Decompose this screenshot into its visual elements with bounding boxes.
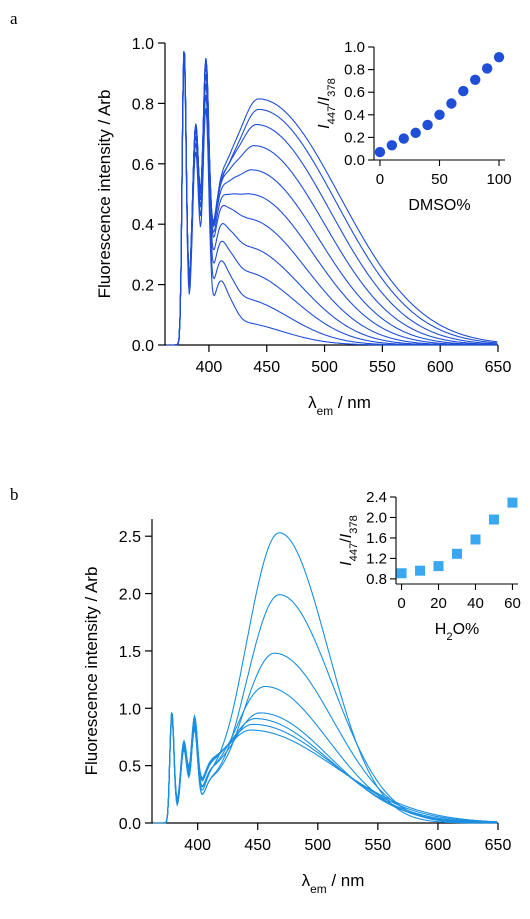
x-tick-label: 550 <box>369 359 396 376</box>
data-point <box>433 561 444 572</box>
x-tick-label: 550 <box>365 837 392 854</box>
series-line <box>166 52 498 346</box>
inset-x-tick-label: 50 <box>431 171 448 188</box>
data-point <box>481 63 493 74</box>
panel-label: b <box>10 485 19 504</box>
y-tick-label: 1.0 <box>132 36 154 53</box>
inset-x-tick-label: 60 <box>504 595 521 612</box>
y-tick-label: 0.0 <box>132 338 154 355</box>
y-tick-label: 0.8 <box>132 96 154 113</box>
x-tick-label: 500 <box>311 359 338 376</box>
inset-y-tick-label: 0.8 <box>344 62 365 79</box>
inset-y-tick-label: 0.4 <box>344 107 365 124</box>
x-tick-label: 450 <box>244 837 271 854</box>
y-axis-label: Fluorescence intensity / Arb <box>82 567 101 776</box>
y-tick-label: 2.5 <box>119 529 141 546</box>
series-line <box>153 532 498 824</box>
series-line <box>166 63 498 346</box>
series-line <box>166 53 498 346</box>
x-tick-label: 600 <box>425 837 452 854</box>
inset-y-tick-label: 2.4 <box>366 489 387 506</box>
inset-x-tick-label: 0 <box>397 595 405 612</box>
data-point <box>470 74 481 85</box>
series-line <box>166 51 498 346</box>
inset-x-tick-label: 20 <box>430 595 447 612</box>
data-point <box>415 565 426 576</box>
x-tick-label: 500 <box>304 837 331 854</box>
series-line <box>153 594 498 824</box>
y-tick-label: 1.0 <box>119 701 141 718</box>
y-tick-label: 1.5 <box>119 644 141 661</box>
inset-y-axis-label: I447/I378 <box>316 78 338 129</box>
data-point <box>410 127 421 139</box>
inset-x-axis-label: H2O% <box>435 621 479 643</box>
series-line <box>153 712 498 824</box>
data-point <box>422 119 433 131</box>
x-axis-label: λem / nm <box>308 393 371 418</box>
series-line <box>153 711 498 824</box>
panel-label: a <box>10 9 18 28</box>
y-tick-label: 2.0 <box>119 587 141 604</box>
inset-y-tick-label: 0.6 <box>344 84 365 101</box>
x-tick-label: 400 <box>196 359 223 376</box>
x-tick-label: 650 <box>485 359 512 376</box>
y-axis-label: Fluorescence intensity / Arb <box>95 90 114 299</box>
inset-x-tick-label: 0 <box>376 171 384 188</box>
inset-y-tick-label: 0.8 <box>366 571 387 588</box>
data-point <box>434 109 445 121</box>
y-tick-label: 0.4 <box>132 217 154 234</box>
data-point <box>458 85 469 97</box>
inset-x-axis-label: DMSO% <box>408 197 470 214</box>
x-tick-label: 400 <box>184 837 211 854</box>
x-tick-label: 600 <box>427 359 454 376</box>
data-point <box>493 51 505 63</box>
inset-y-tick-label: 1.6 <box>366 530 387 547</box>
data-point <box>446 98 457 109</box>
data-point <box>470 534 481 545</box>
inset-x-tick-label: 40 <box>467 595 484 612</box>
y-tick-label: 0.2 <box>132 278 154 295</box>
inset-y-axis-label: I447/I378 <box>338 515 360 566</box>
data-point <box>507 497 518 508</box>
inset-y-tick-label: 2.0 <box>366 509 387 526</box>
x-axis-label: λem / nm <box>302 871 365 896</box>
data-point <box>398 133 409 144</box>
series-line <box>153 712 498 824</box>
data-point <box>374 146 386 158</box>
series-line <box>166 51 498 346</box>
data-point <box>396 568 407 579</box>
y-tick-label: 0.5 <box>119 759 141 776</box>
series-line <box>153 712 498 824</box>
x-tick-label: 650 <box>485 837 512 854</box>
x-tick-label: 450 <box>253 359 280 376</box>
series-line <box>166 51 498 346</box>
data-point <box>488 514 499 525</box>
inset-y-tick-label: 0.0 <box>344 152 365 169</box>
inset-y-tick-label: 1.0 <box>344 39 365 56</box>
inset-y-tick-label: 1.2 <box>366 550 387 567</box>
data-point <box>386 140 398 151</box>
inset-y-tick-label: 0.2 <box>344 129 365 146</box>
data-point <box>452 548 462 559</box>
y-tick-label: 0.6 <box>132 157 154 174</box>
series-line <box>153 652 498 824</box>
y-tick-label: 0.0 <box>119 816 141 833</box>
inset-x-tick-label: 100 <box>487 171 512 188</box>
